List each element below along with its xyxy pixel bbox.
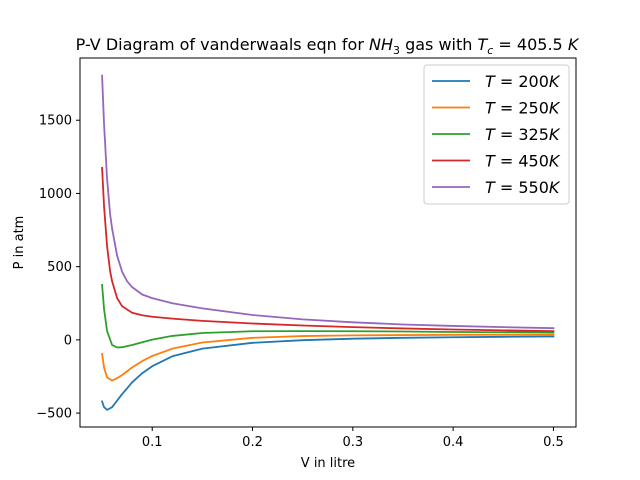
legend-value: 450 — [518, 152, 549, 171]
y-tick-label: 500 — [47, 260, 72, 275]
title-prefix: P-V Diagram of vanderwaals eqn for — [76, 35, 369, 54]
series-line-200 — [100, 335, 555, 411]
legend-value: 325 — [518, 125, 549, 144]
legend-value: 250 — [518, 99, 549, 118]
chart-title: P-V Diagram of vanderwaals eqn for NH3 g… — [76, 35, 580, 57]
series-line-325 — [101, 283, 555, 349]
x-tick-label: 0.4 — [443, 435, 464, 450]
series-line-250 — [101, 333, 555, 382]
legend-frame — [423, 64, 570, 205]
y-tick-label: 1500 — [39, 114, 72, 129]
x-axis-label: V in litre — [301, 456, 355, 471]
title-mid: gas with — [400, 35, 478, 54]
y-axis: −500 0 500 1000 1500 — [36, 114, 80, 422]
title-tc-unit: K — [568, 35, 580, 54]
legend-symbol: T — [485, 125, 496, 144]
legend-symbol: T — [485, 72, 496, 91]
legend-unit: K — [549, 99, 561, 118]
legend-unit: K — [549, 178, 561, 197]
legend-label-550: T = 550K — [485, 178, 561, 197]
legend-label-250: T = 250K — [485, 99, 561, 118]
legend-symbol: T — [485, 152, 496, 171]
legend-unit: K — [549, 125, 561, 144]
x-tick-label: 0.2 — [242, 435, 263, 450]
legend-equals: = — [495, 152, 519, 171]
legend-equals: = — [495, 125, 519, 144]
x-tick-label: 0.1 — [142, 435, 163, 450]
legend-equals: = — [495, 178, 519, 197]
title-tc-value: = 405.5 — [493, 35, 567, 54]
series-layer — [100, 74, 555, 411]
series-line-550 — [101, 74, 555, 330]
x-tick-label: 0.5 — [543, 435, 564, 450]
y-axis-label: P in atm — [12, 216, 27, 270]
y-tick-label: 1000 — [39, 187, 72, 202]
legend-label-325: T = 325K — [485, 125, 561, 144]
legend-equals: = — [495, 99, 519, 118]
legend-equals: = — [495, 72, 519, 91]
legend-value: 550 — [518, 178, 549, 197]
x-axis: 0.1 0.2 0.3 0.4 0.5 — [142, 427, 564, 450]
series-line-450 — [101, 166, 555, 333]
legend-label-200: T = 200K — [485, 72, 561, 91]
y-tick-label: −500 — [36, 407, 72, 422]
title-gas: NH — [369, 35, 393, 54]
legend-symbol: T — [485, 99, 496, 118]
title-gas-sub: 3 — [393, 44, 400, 57]
legend-value: 200 — [518, 72, 549, 91]
legend-unit: K — [549, 152, 561, 171]
x-tick-label: 0.3 — [342, 435, 363, 450]
legend-symbol: T — [485, 178, 496, 197]
title-tc-sub: c — [487, 44, 493, 57]
title-tc-sym: T — [478, 35, 489, 54]
legend-unit: K — [549, 72, 561, 91]
y-tick-label: 0 — [64, 333, 72, 348]
legend-label-450: T = 450K — [485, 152, 561, 171]
axes-frame — [79, 57, 577, 428]
